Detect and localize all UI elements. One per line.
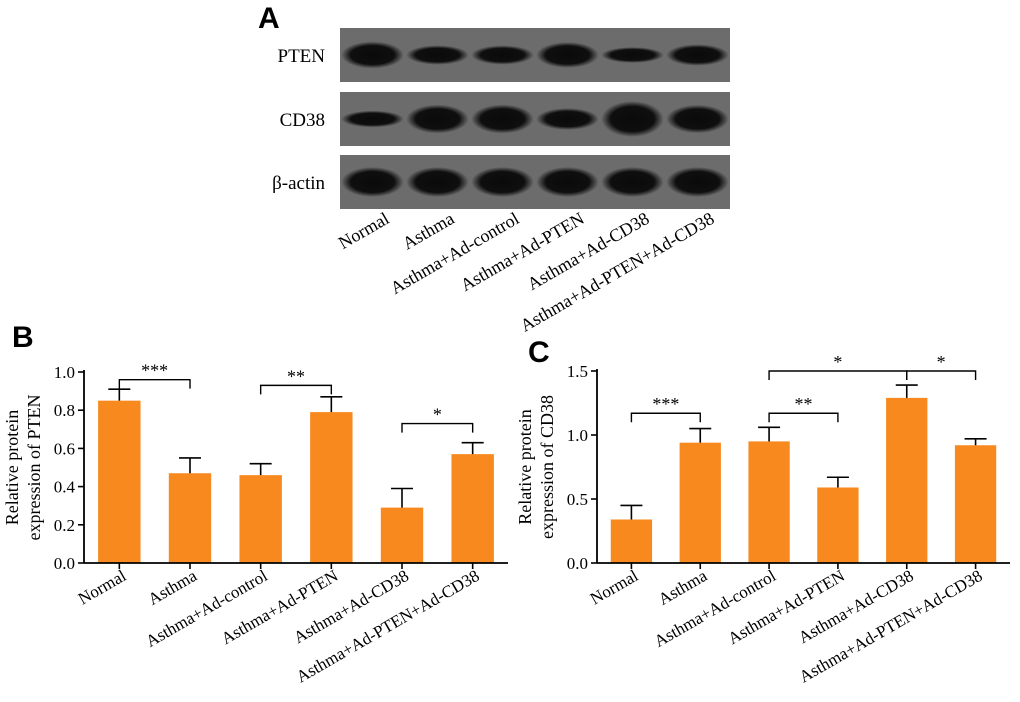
panel-letter-a: A [258, 2, 280, 35]
significance-bracket [768, 412, 839, 423]
blot-row-label: PTEN [278, 46, 326, 67]
y-tick-label: 0.8 [54, 401, 75, 420]
significance-label: ** [287, 366, 305, 386]
blot-band [666, 167, 729, 197]
y-tick-label: 0.0 [567, 554, 588, 573]
bar-0 [98, 400, 141, 563]
significance-label: * [433, 405, 442, 425]
blot-strip [340, 92, 730, 146]
blot-band [601, 167, 664, 197]
significance-bracket [401, 422, 474, 433]
blot-band [341, 110, 404, 128]
bar-2 [748, 441, 790, 563]
x-category-label: Asthma+Ad-PTEN [725, 566, 848, 648]
y-tick-label: 1.5 [567, 362, 588, 381]
x-category-label: Asthma+Ad-control [142, 566, 270, 651]
x-category-label: Normal [75, 566, 130, 609]
y-tick-label: 0.4 [54, 478, 76, 497]
bar-2 [239, 475, 282, 563]
blot-row-2: β-actin [272, 155, 730, 209]
panel-letter-c: C [528, 336, 550, 369]
y-tick-label: 0.6 [54, 439, 75, 458]
significance-label: * [833, 352, 842, 372]
blot-band [406, 104, 469, 134]
x-category-label: Asthma+Ad-control [651, 566, 779, 651]
blot-band [536, 167, 599, 197]
blot-band [406, 167, 469, 197]
blot-row-0: PTEN [278, 28, 730, 82]
y-tick-label: 0.0 [54, 554, 75, 573]
x-category-label: Asthma [655, 566, 711, 609]
y-axis-title: Relative protein [2, 410, 22, 525]
bar-1 [679, 442, 721, 563]
bar-4 [886, 397, 928, 563]
blot-band [601, 101, 664, 137]
panel-letter-b: B [12, 321, 34, 354]
y-tick-label: 0.2 [54, 516, 75, 535]
blot-band [341, 167, 404, 197]
y-axis-title: Relative protein [515, 409, 535, 524]
blot-band [601, 47, 664, 63]
y-axis-title: expression of CD38 [537, 395, 557, 539]
x-category-label: Asthma+Ad-PTEN [218, 566, 341, 648]
significance-label: ** [795, 394, 813, 414]
blot-row-label: β-actin [272, 173, 325, 194]
bar-5 [451, 454, 494, 563]
x-category-label: Asthma [145, 566, 201, 609]
blot-band [471, 104, 534, 134]
significance-bracket [906, 370, 977, 380]
bar-chart-cd38: 0.0 0.5 1.0 1.5 Normal AsthmaAsthma+Ad-contro… [515, 352, 1010, 686]
blot-band [406, 45, 469, 65]
blot-row-label: CD38 [280, 110, 325, 131]
y-axis-title: expression of PTEN [24, 395, 44, 541]
significance-bracket [259, 384, 333, 395]
bar-4 [380, 507, 424, 563]
blot-band [536, 108, 599, 130]
blot-band [536, 42, 599, 68]
significance-bracket [768, 370, 908, 380]
significance-bracket [630, 412, 701, 423]
x-category-label: Asthma+Ad-CD38 [290, 566, 412, 647]
blot-band [341, 41, 404, 69]
x-category-label: Normal [587, 566, 642, 609]
significance-bracket [118, 378, 191, 389]
y-tick-label: 1.0 [54, 363, 75, 382]
bar-3 [310, 412, 353, 563]
blot-strip [340, 155, 730, 209]
blot-band [666, 104, 729, 134]
y-tick-label: 1.0 [567, 426, 588, 445]
bar-0 [610, 519, 653, 563]
blot-strip [340, 28, 730, 82]
blot-lane-label: Normal [335, 208, 393, 253]
significance-label: *** [141, 361, 168, 381]
y-tick-label: 0.5 [567, 490, 588, 509]
significance-label: * [937, 352, 946, 372]
bar-3 [817, 487, 859, 563]
bar-1 [168, 473, 212, 563]
bar-5 [954, 445, 997, 563]
blot-band [471, 45, 534, 65]
blot-band [666, 44, 729, 66]
significance-label: *** [652, 394, 679, 414]
blot-row-1: CD38 [280, 92, 730, 146]
blot-band [471, 167, 534, 197]
